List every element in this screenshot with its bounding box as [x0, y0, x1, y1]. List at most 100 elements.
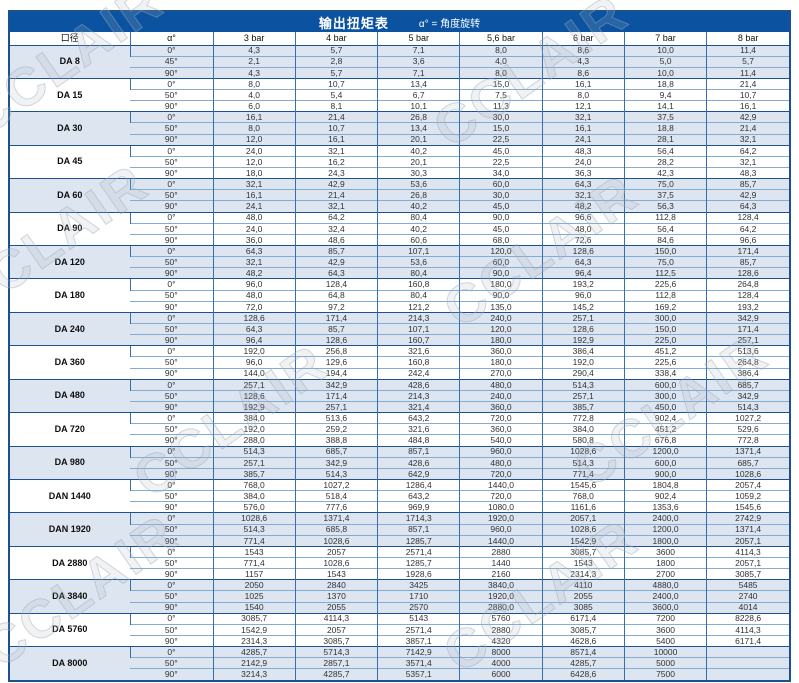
- angle-cell: 90°: [130, 434, 213, 447]
- torque-cell: 32,1: [706, 133, 789, 146]
- torque-cell: 40,2: [377, 200, 460, 213]
- table-row: 50° 12,0 16,2 20,1 22,5 24,0 28,2 32,1: [10, 155, 789, 168]
- torque-cell: 18,0: [212, 167, 296, 179]
- torque-cell: 685,7: [294, 445, 378, 458]
- torque-cell: 580,8: [541, 434, 625, 447]
- torque-cell: 26,8: [377, 111, 460, 123]
- angle-cell: 90°: [130, 568, 213, 580]
- torque-cell: 37,5: [623, 111, 707, 123]
- angle-cell: 0°: [129, 144, 213, 157]
- torque-cell: 2880: [459, 545, 543, 558]
- torque-cell: 514,3: [541, 378, 625, 391]
- size-label: DA 30: [10, 111, 130, 146]
- torque-cell: 1371,4: [706, 445, 789, 458]
- angle-cell: 0°: [129, 345, 213, 357]
- torque-cell: 1028,6: [294, 556, 378, 569]
- torque-cell: 4880,0: [623, 579, 707, 591]
- torque-cell: 10,7: [294, 77, 378, 90]
- torque-cell: 10,0: [623, 44, 707, 57]
- torque-cell: 24,1: [212, 200, 296, 213]
- torque-cell: 8,6: [541, 66, 625, 79]
- angle-cell: 50°: [130, 556, 213, 569]
- torque-cell: 72,0: [212, 300, 296, 313]
- torque-cell: 777,6: [294, 501, 378, 513]
- torque-cell: 484,8: [377, 434, 460, 447]
- table-row: DA 980 0° 514,3 685,7 857,1 960,0 1028,6 1200,0…: [10, 445, 789, 480]
- torque-cell: 2057: [294, 545, 378, 558]
- torque-cell: 900,0: [623, 467, 707, 480]
- torque-cell: 120,0: [459, 323, 543, 335]
- torque-cell: 30,0: [459, 111, 543, 123]
- torque-cell: 192,0: [212, 423, 296, 435]
- torque-cell: 2857,1: [294, 657, 378, 669]
- torque-cell: 768,0: [212, 478, 296, 491]
- col-header-3bar: 3 bar: [212, 32, 296, 45]
- torque-cell: 112,8: [623, 289, 707, 302]
- torque-cell: 321,4: [377, 400, 460, 413]
- torque-cell: 2314,3: [541, 568, 625, 580]
- torque-cell: 600,0: [623, 378, 707, 391]
- table-row: 90° 18,0 24,3 30,3 34,0 36,3 42,3 48,3: [10, 167, 789, 179]
- torque-cell: 3214,3: [212, 668, 296, 681]
- torque-cell: 64,3: [541, 256, 625, 268]
- torque-cell: 12,1: [541, 100, 625, 112]
- torque-cell: 2050: [212, 579, 296, 591]
- torque-cell: 84,6: [623, 233, 707, 246]
- table-row: DA 90 0° 48,0 64,2 80,4 90,0 96,6 112,8 128,4: [10, 211, 789, 246]
- header-row: 口径 α° 3 bar 4 bar 5 bar 5,6 bar 6 bar 7 …: [10, 32, 789, 45]
- torque-cell: 960,0: [459, 523, 543, 536]
- table-row: 90° 36,0 48,6 60,6 68,0 72,6 84,6 96,6: [10, 233, 789, 246]
- table-row: 50° 257,1 342,9 428,6 480,0 514,3 600,0 685,7: [10, 456, 789, 469]
- torque-cell: 56,4: [623, 144, 707, 157]
- torque-cell: 2571,4: [377, 623, 460, 636]
- angle-cell: 50°: [130, 523, 213, 536]
- table-row: DA 240 0° 128,6 171,4 214,3 240,0 257,1 300,0 34…: [10, 311, 789, 346]
- torque-cell: 2570: [377, 601, 460, 614]
- torque-cell: 902,4: [623, 490, 707, 502]
- angle-cell: 90°: [130, 267, 213, 279]
- torque-cell: 24,1: [541, 133, 625, 146]
- torque-cell: 80,4: [377, 211, 460, 224]
- torque-cell: 16,1: [212, 189, 296, 201]
- torque-cell: 32,1: [706, 155, 789, 168]
- angle-cell: 90°: [130, 400, 213, 413]
- torque-cell: 514,3: [706, 400, 789, 413]
- torque-cell: 128,4: [706, 289, 789, 302]
- torque-cell: 180,0: [459, 278, 543, 291]
- torque-cell: 64,2: [706, 144, 789, 157]
- torque-cell: 192,9: [541, 334, 625, 346]
- torque-cell: 225,0: [623, 334, 707, 346]
- torque-cell: 8,0: [212, 122, 296, 135]
- torque-cell: 1543: [294, 568, 378, 580]
- torque-cell: 1286,4: [377, 478, 460, 491]
- torque-cell: 214,3: [377, 389, 460, 402]
- table-title-bar: 输出扭矩表 α° = 角度旋转: [10, 12, 789, 32]
- torque-cell: 360,0: [459, 400, 543, 413]
- torque-cell: 48,3: [706, 167, 789, 179]
- torque-cell: 1920,0: [459, 512, 543, 525]
- torque-cell: 24,0: [212, 144, 296, 157]
- torque-cell: 360,0: [459, 423, 543, 435]
- torque-cell: 32,1: [212, 256, 296, 268]
- torque-cell: [706, 646, 789, 658]
- col-header-5-6bar: 5,6 bar: [459, 32, 543, 45]
- torque-cell: 386,4: [706, 367, 789, 380]
- torque-cell: 1545,6: [541, 478, 625, 491]
- torque-cell: 60,0: [459, 178, 543, 190]
- torque-cell: 30,0: [459, 189, 543, 201]
- torque-cell: 22,5: [459, 155, 543, 168]
- torque-cell: 1920,0: [459, 590, 543, 603]
- angle-cell: 0°: [129, 278, 213, 291]
- torque-cell: 192,0: [212, 345, 296, 357]
- torque-cell: 171,4: [706, 323, 789, 335]
- torque-cell: 685,8: [294, 523, 378, 536]
- torque-cell: 20,1: [377, 155, 460, 168]
- torque-cell: 1542,9: [541, 534, 625, 547]
- angle-cell: 0°: [129, 111, 213, 123]
- table-row: 90° 1540 2055 2570 2880,0 3085 3600,0 4014: [10, 601, 789, 614]
- table-row: 90° 576,0 777,6 969,9 1080,0 1161,6 1353,6 1545…: [10, 501, 789, 513]
- torque-cell: 1285,7: [377, 556, 460, 569]
- torque-cell: 2400,0: [623, 512, 707, 525]
- torque-cell: 68,0: [459, 233, 543, 246]
- torque-cell: 4114,3: [294, 612, 378, 625]
